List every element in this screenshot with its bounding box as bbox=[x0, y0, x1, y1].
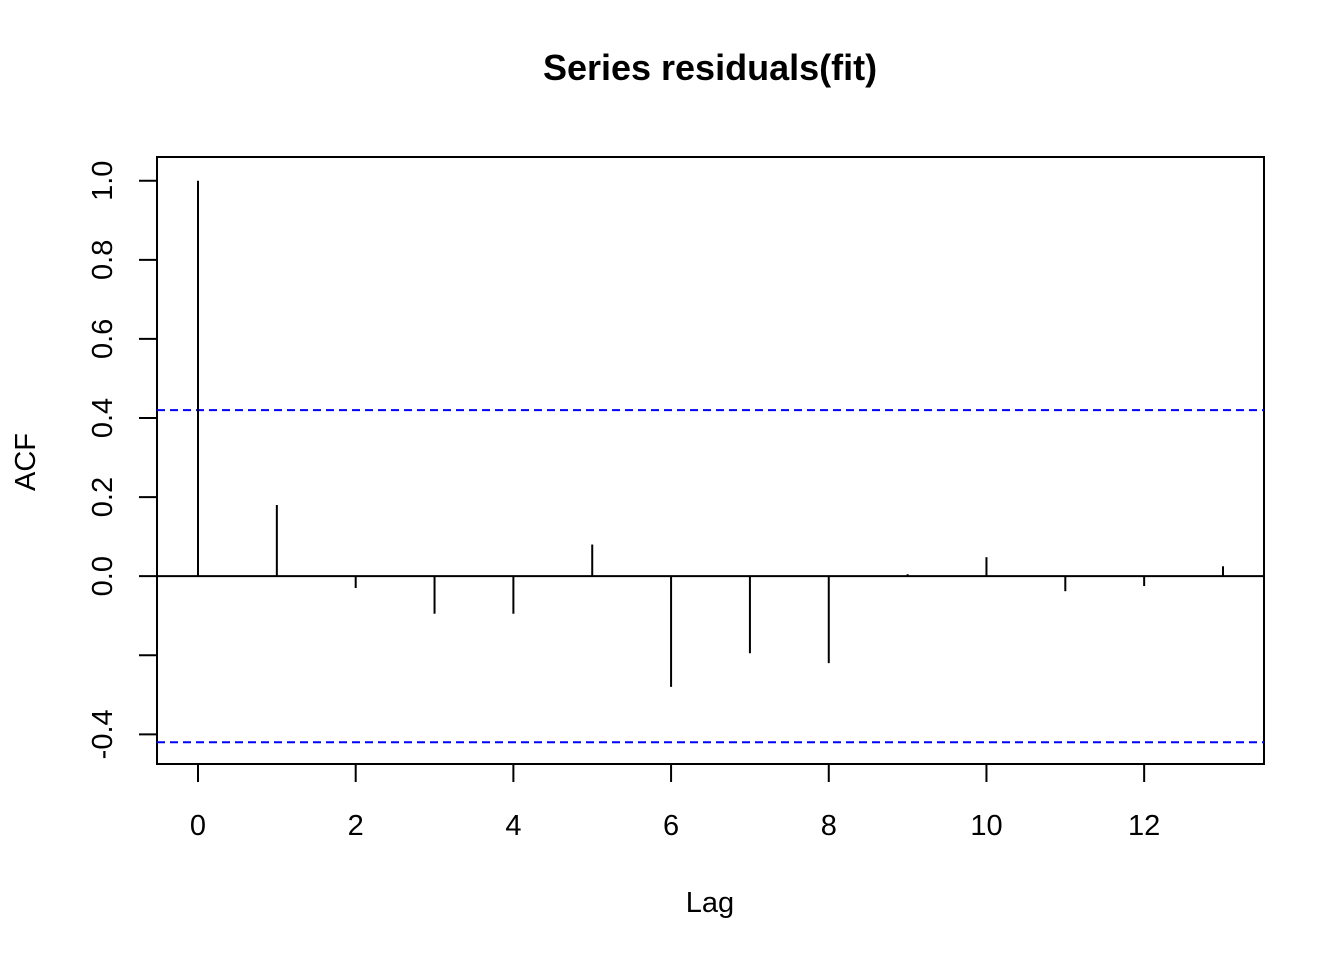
y-tick-label: 0.8 bbox=[87, 240, 119, 280]
x-tick-label: 2 bbox=[348, 810, 364, 842]
y-tick-label: 0.4 bbox=[87, 398, 119, 438]
plot-marks: 0 2 4 6 8 10 12 -0.4 0.0 0.2 0.4 0.6 0.8 1.0 bbox=[87, 161, 1264, 842]
y-tick-label: 0.2 bbox=[87, 477, 119, 517]
chart-title: Series residuals(fit) bbox=[543, 47, 877, 88]
x-axis-label: Lag bbox=[686, 887, 734, 919]
x-tick-label: 6 bbox=[663, 810, 679, 842]
x-tick-label: 4 bbox=[505, 810, 521, 842]
x-tick-label: 0 bbox=[190, 810, 206, 842]
y-tick-label: 1.0 bbox=[87, 161, 119, 201]
x-tick-label: 10 bbox=[970, 810, 1002, 842]
y-tick-label: -0.4 bbox=[87, 709, 119, 759]
x-tick-label: 12 bbox=[1128, 810, 1160, 842]
y-axis-label: ACF bbox=[10, 433, 42, 491]
x-tick-label: 8 bbox=[821, 810, 837, 842]
y-tick-label: 0.0 bbox=[87, 556, 119, 596]
y-tick-label: 0.6 bbox=[87, 319, 119, 359]
plot-frame bbox=[156, 156, 1265, 765]
